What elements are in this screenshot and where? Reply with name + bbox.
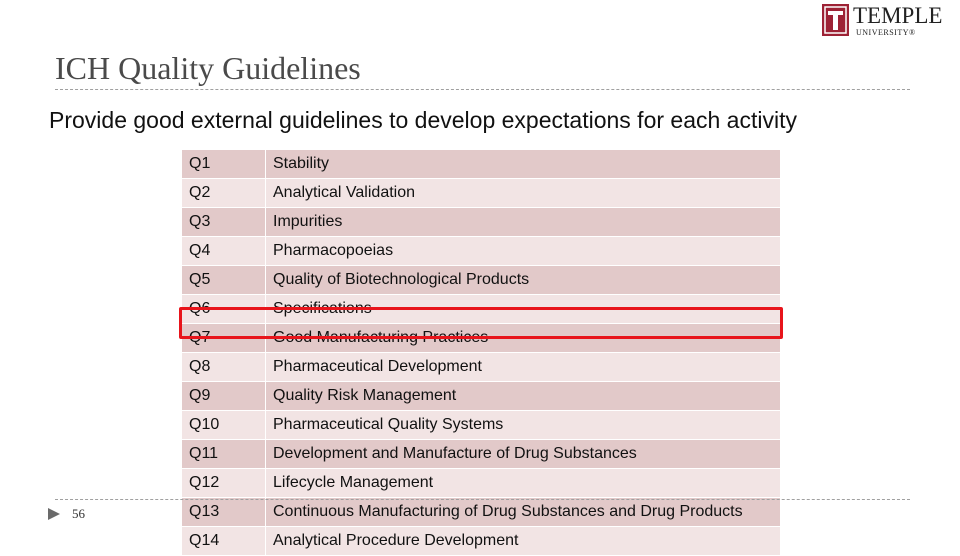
guideline-code: Q9 — [182, 382, 266, 410]
guideline-code: Q1 — [182, 150, 266, 178]
guideline-code: Q11 — [182, 440, 266, 468]
guideline-topic: Continuous Manufacturing of Drug Substan… — [273, 503, 743, 520]
guideline-topic: Impurities — [273, 213, 343, 230]
table-row: Q1 Stability — [182, 150, 780, 179]
guideline-code: Q14 — [182, 527, 266, 555]
table-row: Q14 Analytical Procedure Development — [182, 527, 780, 556]
guideline-code: Q2 — [182, 179, 266, 207]
table-row: Q8 Pharmaceutical Development — [182, 353, 780, 382]
guideline-topic: Analytical Procedure Development — [273, 532, 519, 549]
table-row: Q4 Pharmacopoeias — [182, 237, 780, 266]
subtitle: Provide good external guidelines to deve… — [49, 107, 797, 133]
slide-title: ICH Quality Guidelines — [55, 50, 361, 86]
guideline-code: Q12 — [182, 469, 266, 497]
footer-divider — [55, 499, 910, 500]
logo-subtitle: UNIVERSITY® — [856, 28, 916, 37]
logo-icon — [822, 4, 849, 36]
guideline-topic: Quality Risk Management — [273, 387, 457, 404]
guidelines-table: Q1 Stability Q2 Analytical Validation Q3 Impu… — [182, 150, 780, 556]
table-row: Q9 Quality Risk Management — [182, 382, 780, 411]
footer-arrow — [48, 508, 60, 520]
table-row: Q10 Pharmaceutical Quality Systems — [182, 411, 780, 440]
page-number: 56 — [72, 506, 85, 521]
guideline-topic: Pharmacopoeias — [273, 242, 394, 259]
table-row: Q11 Development and Manufacture of Drug S… — [182, 440, 780, 469]
guideline-topic: Lifecycle Management — [273, 474, 434, 491]
guideline-topic: Pharmaceutical Quality Systems — [273, 416, 504, 433]
guideline-code: Q8 — [182, 353, 266, 381]
table-row: Q12 Lifecycle Management — [182, 469, 780, 498]
guideline-code: Q10 — [182, 411, 266, 439]
guideline-topic: Quality of Biotechnological Products — [273, 271, 530, 288]
table-row: Q2 Analytical Validation — [182, 179, 780, 208]
slide: TEMPLE UNIVERSITY® ICH Quality Guideline… — [48, 3, 943, 556]
guideline-topic: Pharmaceutical Development — [273, 358, 482, 375]
table-row: Q3 Impurities — [182, 208, 780, 237]
guideline-code: Q5 — [182, 266, 266, 294]
logo-name: TEMPLE — [853, 3, 943, 28]
guideline-code: Q4 — [182, 237, 266, 265]
table-row: Q13 Continuous Manufacturing of Drug Subs… — [182, 498, 780, 527]
guideline-code: Q3 — [182, 208, 266, 236]
guideline-topic: Analytical Validation — [273, 184, 416, 201]
guideline-topic: Stability — [273, 155, 330, 172]
divider — [55, 89, 910, 90]
table-row: Q5 Quality of Biotechnological Products — [182, 266, 780, 295]
highlight-box — [179, 307, 783, 339]
guideline-code: Q13 — [182, 498, 266, 526]
guideline-topic: Development and Manufacture of Drug Subs… — [273, 445, 637, 462]
